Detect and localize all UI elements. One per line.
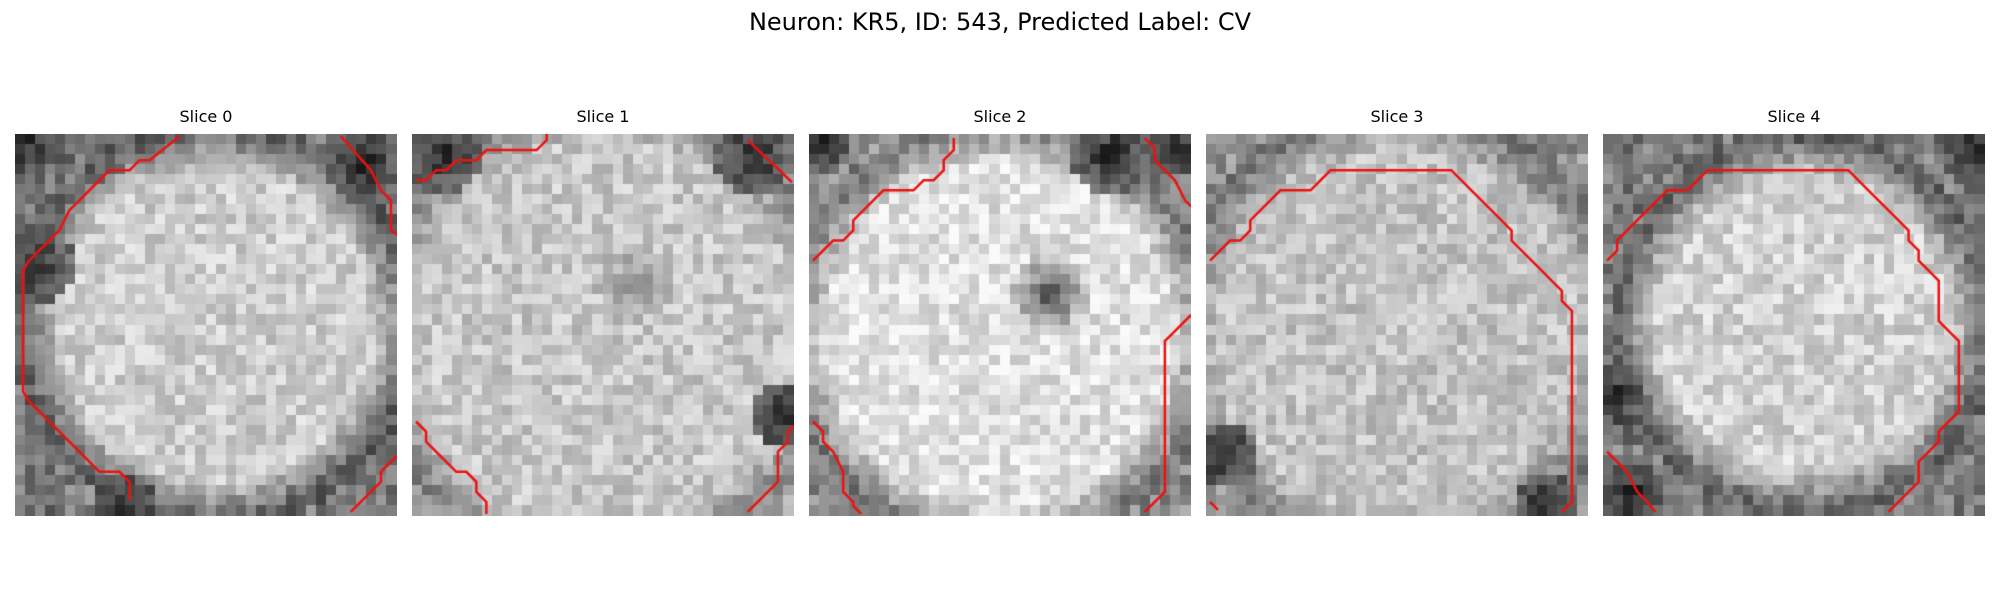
slice-image-1 xyxy=(412,134,794,516)
slice-panel-1: Slice 1 xyxy=(412,106,794,516)
slice-title: Slice 1 xyxy=(576,107,630,126)
slice-image-0 xyxy=(15,134,397,516)
slice-title: Slice 2 xyxy=(973,107,1027,126)
slice-panel-4: Slice 4 xyxy=(1603,106,1985,516)
slice-panel-0: Slice 0 xyxy=(15,106,397,516)
slice-image-4 xyxy=(1603,134,1985,516)
slice-image-3 xyxy=(1206,134,1588,516)
slice-panel-2: Slice 2 xyxy=(809,106,1191,516)
slice-title: Slice 3 xyxy=(1370,107,1424,126)
slice-panel-3: Slice 3 xyxy=(1206,106,1588,516)
figure-title: Neuron: KR5, ID: 543, Predicted Label: C… xyxy=(748,8,1252,36)
slice-image-2 xyxy=(809,134,1191,516)
slice-title: Slice 4 xyxy=(1767,107,1821,126)
slice-title: Slice 0 xyxy=(179,107,233,126)
